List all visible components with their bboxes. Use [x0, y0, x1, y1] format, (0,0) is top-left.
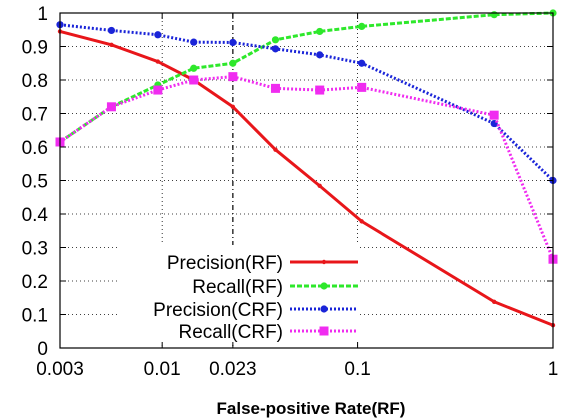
data-point [315, 85, 325, 95]
data-point [190, 38, 198, 46]
data-point [189, 75, 199, 85]
legend-swatch-marker [319, 326, 329, 336]
legend-entry: Recall(CRF) [179, 322, 358, 343]
y-tick-label: 0 [37, 339, 48, 360]
series-line [59, 11, 554, 144]
x-tick-label: 1 [548, 359, 559, 380]
y-tick-label: 0.2 [22, 272, 48, 293]
data-point [490, 11, 498, 19]
data-point [273, 147, 278, 152]
data-point [491, 299, 497, 304]
x-tick-label: 0.023 [209, 359, 257, 380]
legend: Precision(RF) Recall(RF)Precision(CRF)Rec… [153, 253, 358, 343]
legend-swatch-marker [320, 305, 328, 313]
x-axis-ticks: 0.003 0.01 0.023 0.1 1 [36, 13, 558, 380]
data-point [317, 183, 322, 189]
data-point [106, 102, 116, 112]
data-point [153, 85, 163, 95]
data-point [107, 26, 116, 35]
series-recall-rf [56, 9, 557, 146]
y-tick-label: 0.4 [22, 205, 49, 226]
data-point [229, 38, 237, 47]
data-point [316, 27, 324, 36]
data-point [359, 219, 364, 224]
y-tick-label: 0.8 [22, 71, 48, 92]
data-point [230, 104, 236, 110]
legend-label: Precision(RF) [167, 253, 283, 274]
legend-entry: Precision(CRF) [153, 300, 358, 321]
data-point [271, 36, 280, 44]
legend-entry: Precision(RF) [167, 253, 358, 274]
legend-label: Recall(RF) [192, 277, 283, 298]
data-point [357, 82, 367, 92]
data-point [358, 59, 366, 67]
series-line [59, 75, 555, 260]
y-tick-label: 0.7 [22, 105, 48, 126]
data-point [229, 59, 237, 67]
series-line [59, 23, 555, 182]
y-tick-label: 0.9 [22, 38, 48, 59]
x-axis-title: False-positive Rate(RF) [217, 399, 406, 418]
series-precision-rf [57, 29, 556, 328]
data-point [271, 45, 280, 53]
series-precision-crf [56, 21, 557, 185]
legend-swatch-marker [320, 282, 328, 290]
x-tick-label: 0.1 [344, 359, 370, 380]
data-point [489, 110, 499, 120]
data-point [154, 31, 162, 39]
data-point [270, 83, 280, 93]
data-point [190, 64, 198, 72]
data-point [109, 42, 114, 48]
x-tick-label: 0.003 [36, 359, 84, 380]
data-point [358, 22, 366, 30]
legend-swatch-marker [321, 259, 327, 265]
y-tick-label: 0.1 [22, 306, 48, 327]
legend-entry: Recall(RF) [192, 277, 358, 298]
legend-label: Recall(CRF) [179, 322, 284, 343]
y-tick-label: 0.3 [22, 239, 48, 260]
data-point [316, 51, 324, 59]
data-point [228, 72, 238, 82]
y-tick-label: 1 [37, 4, 48, 25]
y-tick-label: 0.6 [22, 138, 48, 159]
series-line [59, 29, 554, 327]
legend-label: Precision(CRF) [153, 300, 283, 321]
y-axis-ticks: 0 0.1 0.2 0.3 0.4 0.5 0.6 0.7 0.8 0.9 1 [22, 4, 553, 360]
series-recall-crf [55, 72, 558, 264]
x-tick-label: 0.01 [144, 359, 181, 380]
data-point [155, 59, 161, 64]
y-tick-label: 0.5 [22, 172, 48, 193]
